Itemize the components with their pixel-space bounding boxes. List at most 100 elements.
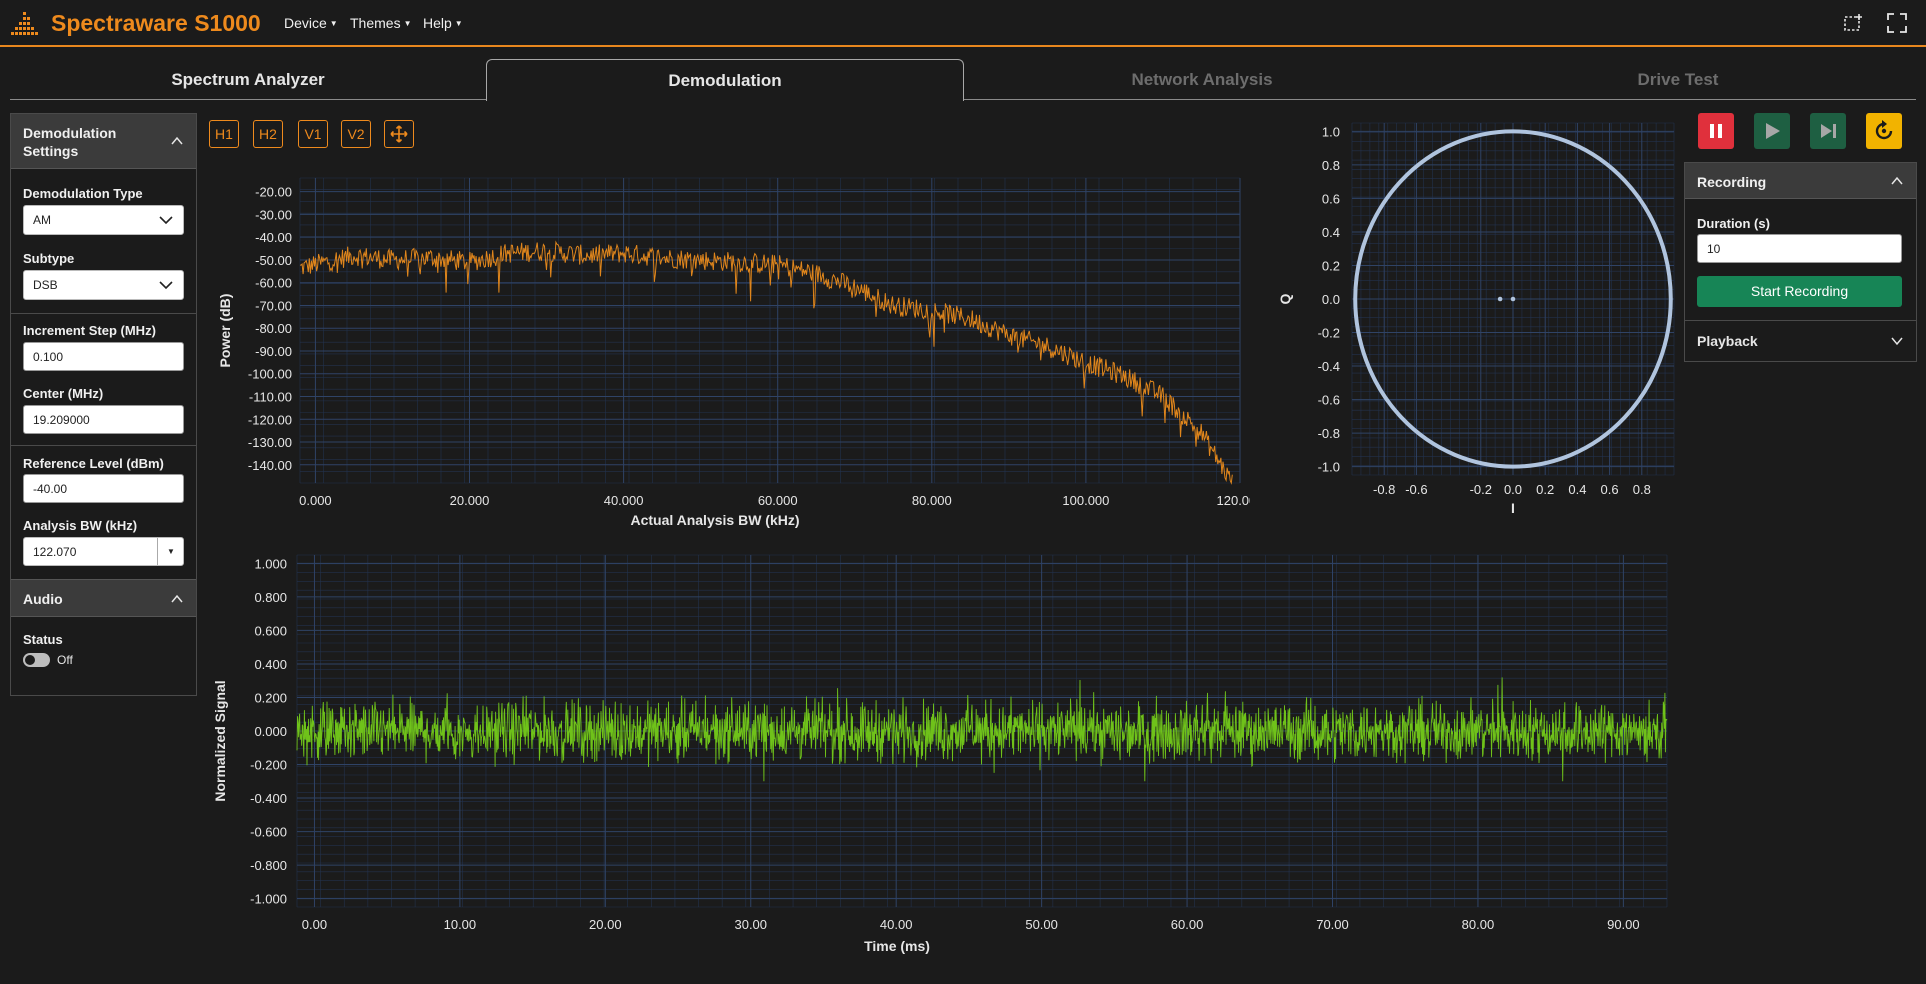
- menu-themes[interactable]: Themes ▼: [350, 15, 412, 31]
- x-tick-label: 0.000: [299, 493, 332, 508]
- demod-type-select[interactable]: AM: [23, 205, 184, 235]
- menu-device-label: Device: [284, 15, 327, 31]
- constellation-point: [1510, 296, 1516, 302]
- chevron-up-icon: [171, 136, 183, 145]
- spectrum-trace: [299, 240, 1233, 485]
- playback-header[interactable]: Playback: [1685, 321, 1916, 361]
- fullscreen-icon[interactable]: [1886, 12, 1908, 34]
- x-tick-label: 60.000: [758, 493, 798, 508]
- x-tick-label: -0.2: [1470, 482, 1492, 497]
- menu-help-label: Help: [423, 15, 452, 31]
- analysis-bw-value: 122.070: [33, 545, 77, 559]
- y-tick-label: 0.8: [1322, 158, 1340, 173]
- reference-level-input[interactable]: [23, 474, 184, 503]
- x-tick-label: 60.00: [1171, 917, 1204, 932]
- audio-toggle[interactable]: [23, 653, 50, 667]
- increment-step-input[interactable]: [23, 342, 184, 371]
- y-tick-label: -70.00: [255, 298, 292, 313]
- x-tick-label: 30.00: [734, 917, 767, 932]
- tab-demodulation[interactable]: Demodulation: [486, 59, 964, 101]
- y-tick-label: 1.000: [254, 556, 287, 571]
- y-tick-label: -50.00: [255, 253, 292, 268]
- menu-themes-label: Themes: [350, 15, 401, 31]
- y-tick-label: -140.00: [248, 458, 292, 473]
- y-tick-label: 1.0: [1322, 124, 1340, 139]
- subtype-select[interactable]: DSB: [23, 270, 184, 300]
- duration-label: Duration (s): [1697, 216, 1770, 231]
- subtype-value: DSB: [33, 278, 58, 292]
- increment-step-label: Increment Step (MHz): [23, 323, 156, 338]
- tab-spectrum-analyzer[interactable]: Spectrum Analyzer: [171, 70, 325, 89]
- marker-h2-button[interactable]: H2: [253, 120, 283, 148]
- brand-title: Spectraware S1000: [51, 9, 261, 36]
- pause-icon: [1710, 124, 1722, 138]
- step-button[interactable]: [1810, 113, 1846, 149]
- chevron-up-icon: [1891, 176, 1903, 185]
- caret-down-icon: ▼: [454, 19, 463, 28]
- caret-down-icon: ▼: [403, 19, 412, 28]
- tab-drive-test[interactable]: Drive Test: [1637, 70, 1719, 89]
- demod-type-label: Demodulation Type: [23, 186, 143, 201]
- duration-input[interactable]: [1697, 234, 1902, 263]
- x-axis-label: I: [1511, 500, 1515, 516]
- demod-type-value: AM: [33, 213, 51, 227]
- audio-header[interactable]: Audio: [11, 579, 196, 617]
- brand[interactable]: Spectraware S1000: [11, 9, 261, 37]
- move-icon: [390, 125, 408, 143]
- y-tick-label: -0.200: [250, 758, 287, 773]
- divider: [1685, 320, 1916, 321]
- x-axis-label: Actual Analysis BW (kHz): [630, 512, 799, 528]
- x-axis-label: Time (ms): [864, 938, 930, 954]
- demod-settings-header[interactable]: Demodulation Settings: [11, 114, 196, 169]
- center-label: Center (MHz): [23, 386, 104, 401]
- analysis-bw-dropdown-button[interactable]: ▼: [157, 538, 183, 565]
- center-input[interactable]: [23, 405, 184, 434]
- y-tick-label: -0.8: [1318, 426, 1340, 441]
- y-tick-label: -0.800: [250, 858, 287, 873]
- y-axis-label: Q: [1277, 293, 1293, 304]
- spectrum-chart[interactable]: -20.00 -30.00 -40.00 -50.00 -60.00 -70.00 -80.…: [200, 170, 1250, 530]
- x-tick-label: 100.000: [1062, 493, 1109, 508]
- recording-title: Recording: [1697, 174, 1767, 190]
- pause-button[interactable]: [1698, 113, 1734, 149]
- reset-icon: [1875, 120, 1893, 140]
- x-tick-label: 0.2: [1536, 482, 1554, 497]
- x-tick-label: -0.6: [1405, 482, 1427, 497]
- x-tick-label: 10.00: [444, 917, 477, 932]
- marker-v1-button[interactable]: V1: [298, 120, 328, 148]
- start-recording-button[interactable]: Start Recording: [1697, 276, 1902, 307]
- chevron-down-icon: [159, 216, 173, 225]
- y-tick-label: 0.000: [254, 724, 287, 739]
- marker-h1-button[interactable]: H1: [209, 120, 239, 148]
- playback-title: Playback: [1697, 333, 1758, 349]
- x-tick-label: 70.00: [1316, 917, 1349, 932]
- analysis-bw-label: Analysis BW (kHz): [23, 518, 138, 533]
- y-tick-label: -40.00: [255, 230, 292, 245]
- y-tick-label: 0.2: [1322, 258, 1340, 273]
- y-tick-label: 0.600: [254, 623, 287, 638]
- menu-help[interactable]: Help ▼: [423, 15, 463, 31]
- demod-settings-title: Demodulation Settings: [23, 125, 117, 159]
- reset-button[interactable]: [1866, 113, 1902, 149]
- x-tick-label: 40.00: [880, 917, 913, 932]
- analysis-bw-combo[interactable]: 122.070 ▼: [23, 537, 184, 566]
- spectrum-logo-icon: [11, 12, 38, 35]
- y-tick-label: 0.800: [254, 590, 287, 605]
- plot-grid: [296, 554, 1668, 908]
- pan-button[interactable]: [384, 120, 414, 148]
- recording-header[interactable]: Recording: [1685, 163, 1916, 199]
- signal-chart[interactable]: 1.000 0.800 0.600 0.400 0.200 0.000 -0.200 -0.4…: [200, 550, 1680, 960]
- y-tick-label: -0.6: [1318, 393, 1340, 408]
- tab-network-analysis[interactable]: Network Analysis: [1131, 70, 1273, 89]
- select-region-icon[interactable]: [1842, 12, 1864, 34]
- constellation-chart[interactable]: 1.0 0.8 0.6 0.4 0.2 0.0 -0.2 -0.4 -0.6 -0.8 -1.0 -0…: [1270, 118, 1680, 533]
- caret-down-icon: ▼: [167, 547, 175, 556]
- menu-device[interactable]: Device ▼: [284, 15, 338, 31]
- navbar: Spectraware S1000 Device ▼ Themes ▼ Help ▼: [0, 0, 1926, 47]
- x-tick-label: 80.00: [1462, 917, 1495, 932]
- y-tick-label: -130.00: [248, 435, 292, 450]
- chevron-down-icon: [159, 281, 173, 290]
- play-button[interactable]: [1754, 113, 1790, 149]
- marker-v2-button[interactable]: V2: [341, 120, 371, 148]
